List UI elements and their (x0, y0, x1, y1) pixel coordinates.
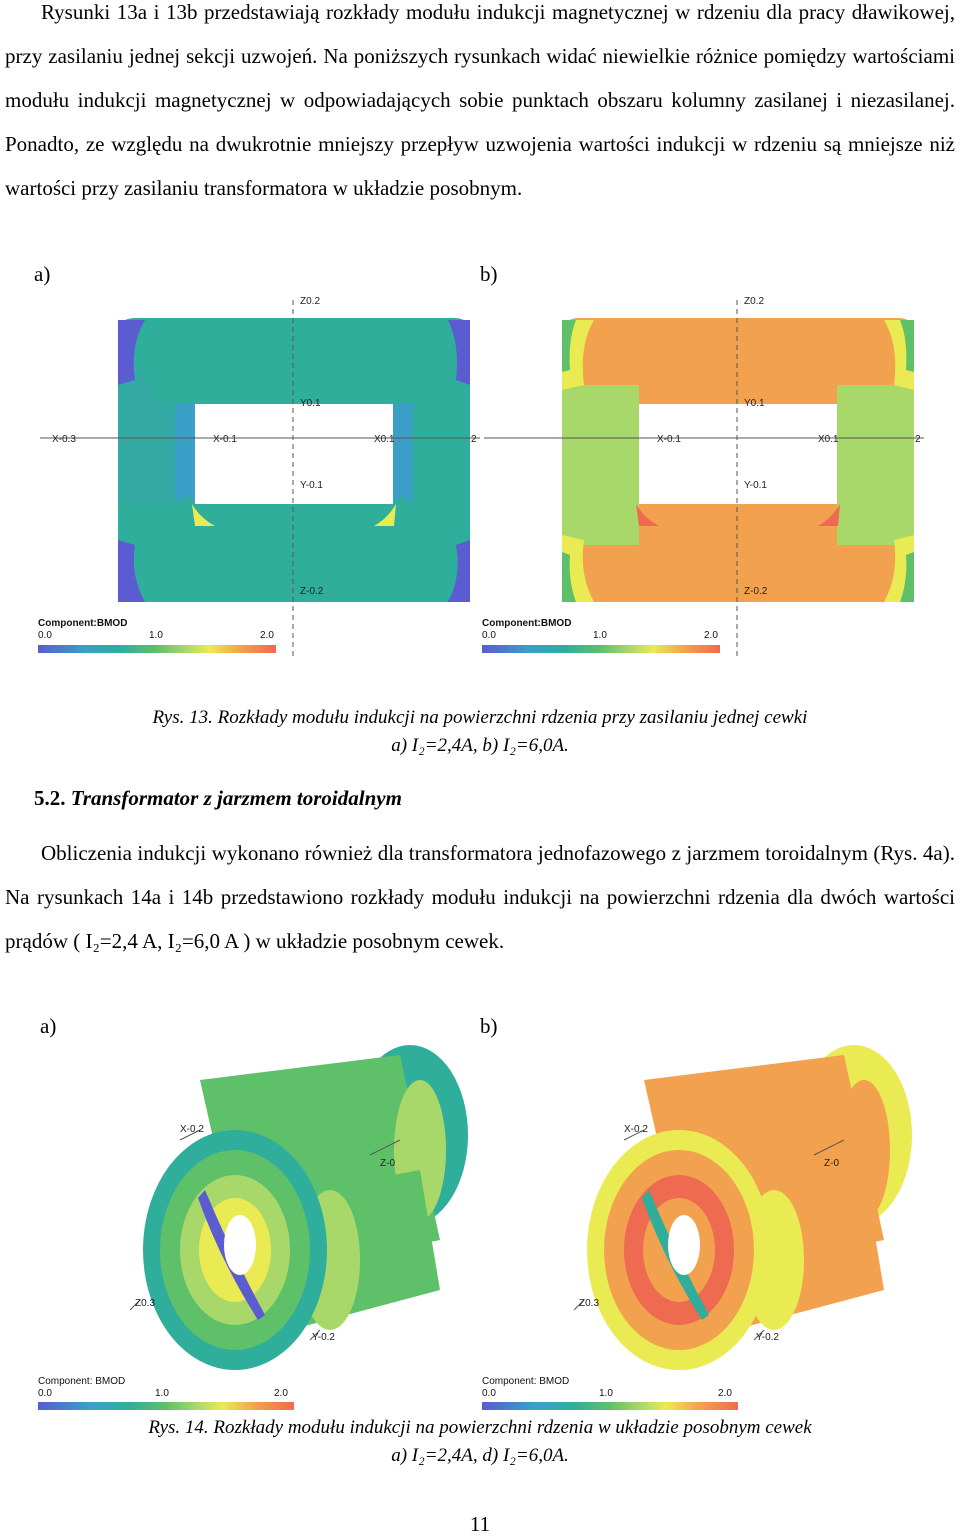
fig14b-colorbar-tick-2: 2.0 (718, 1388, 732, 1399)
page-number: 11 (469, 1512, 491, 1536)
fig13a-axis-z-top: Z0.2 (300, 296, 320, 307)
section-title: Transformator z jarzmem toroidalnym (70, 786, 402, 810)
fig14b-axis-z-right: Z-0 (824, 1158, 839, 1169)
fig13b-plot: Z0.2 Y0.1 X-0.1 X0.1 2 Y-0.1 Z-0.2 Compo… (482, 296, 924, 660)
fig13a-axis-x-left: X-0.3 (52, 434, 76, 445)
fig13b-core (562, 318, 914, 602)
fig14b-colorbar-tick-0: 0.0 (482, 1388, 496, 1399)
section-number: 5.2. (34, 786, 66, 810)
intro-paragraph: Rysunki 13a i 13b przedstawiają rozkłady… (5, 0, 955, 210)
fig13a-plot: Z0.2 Y0.1 X-0.3 X-0.1 X0.1 2 Y-0.1 Z-0.2… (38, 296, 480, 660)
fig14b-plot: X-0.2 Z-0 Z0.3 Y-0.2 Component: BMOD 0.0… (482, 1045, 912, 1410)
fig14a-colorbar: Component: BMOD 0.0 1.0 2.0 (38, 1376, 294, 1410)
fig13a-colorbar: Component:BMOD 0.0 1.0 2.0 (38, 618, 276, 653)
fig13a-colorbar-tick-0: 0.0 (38, 630, 52, 641)
fig13b-axis-x-edge: 2 (915, 434, 921, 445)
fig14a-axes (129, 1129, 401, 1341)
fig13a-axis-y-top: Y0.1 (300, 398, 321, 409)
fig14a-core (143, 1045, 468, 1370)
fig13a-axes (40, 300, 480, 660)
fig14b-core (587, 1045, 912, 1370)
fig13b-axis-x-mid: X-0.1 (657, 434, 681, 445)
fig13b-axis-x-right: X0.1 (818, 434, 839, 445)
fig13a-axis-y-bottom: Y-0.1 (300, 480, 323, 491)
fig14b-label: b) (480, 1014, 498, 1038)
fig13a-axis-x-right: X0.1 (374, 434, 395, 445)
fig14-caption-sub: a) I₂=2,4A, d) I₂=6,0A. (391, 1445, 569, 1466)
fig13a-axis-z-bottom: Z-0.2 (300, 586, 324, 597)
fig14b-axis-z-left: Z0.3 (579, 1298, 599, 1309)
fig13a-colorbar-tick-1: 1.0 (149, 630, 163, 641)
fig13a-colorbar-tick-2: 2.0 (260, 630, 274, 641)
section-paragraph: Obliczenia indukcji wykonano również dla… (5, 831, 955, 963)
fig14b-axis-y: Y-0.2 (756, 1332, 779, 1343)
fig14a-axis-x: X-0.2 (180, 1124, 204, 1135)
fig13b-colorbar-tick-0: 0.0 (482, 630, 496, 641)
fig14a-colorbar-tick-0: 0.0 (38, 1388, 52, 1399)
fig13a-axis-x-mid: X-0.1 (213, 434, 237, 445)
section-heading: 5.2. Transformator z jarzmem toroidalnym (34, 786, 402, 811)
fig14b-colorbar-title: Component: BMOD (482, 1376, 569, 1387)
fig13a-core (118, 318, 470, 602)
fig13b-colorbar-tick-2: 2.0 (704, 630, 718, 641)
fig13b-axis-z-bottom: Z-0.2 (744, 586, 768, 597)
fig13-caption-main: Rys. 13. Rozkłady modułu indukcji na pow… (152, 707, 808, 728)
fig14a-axis-y: Y-0.2 (312, 1332, 335, 1343)
fig13b-axes (484, 300, 924, 660)
fig13b-axis-z-top: Z0.2 (744, 296, 764, 307)
fig14a-axis-z-left: Z0.3 (135, 1298, 155, 1309)
fig14-caption: Rys. 14. Rozkłady modułu indukcji na pow… (0, 1414, 960, 1470)
fig13a-label: a) (34, 262, 51, 286)
fig14a-label: a) (40, 1014, 57, 1038)
fig13b-label: b) (480, 262, 498, 286)
fig14b-axis-x: X-0.2 (624, 1124, 648, 1135)
fig13b-axis-y-top: Y0.1 (744, 398, 765, 409)
fig13b-colorbar-title: Component:BMOD (482, 618, 571, 629)
fig14a-axis-z-right: Z-0 (380, 1158, 395, 1169)
fig14b-axes (573, 1129, 845, 1341)
fig14a-colorbar-tick-2: 2.0 (274, 1388, 288, 1399)
fig14b-colorbar-tick-1: 1.0 (599, 1388, 613, 1399)
fig13b-colorbar: Component:BMOD 0.0 1.0 2.0 (482, 618, 720, 653)
fig13-caption: Rys. 13. Rozkłady modułu indukcji na pow… (0, 704, 960, 760)
fig13a-colorbar-title: Component:BMOD (38, 618, 127, 629)
fig13b-axis-y-bottom: Y-0.1 (744, 480, 767, 491)
fig13a-axis-x-edge: 2 (471, 434, 477, 445)
intro-paragraph-text: Rysunki 13a i 13b przedstawiają rozkłady… (5, 0, 955, 200)
section-paragraph-text: Obliczenia indukcji wykonano również dla… (5, 841, 955, 953)
fig14-caption-main: Rys. 14. Rozkłady modułu indukcji na pow… (148, 1417, 812, 1438)
fig14a-colorbar-title: Component: BMOD (38, 1376, 125, 1387)
fig14a-colorbar-tick-1: 1.0 (155, 1388, 169, 1399)
fig14a-plot: X-0.2 Z-0 Z0.3 Y-0.2 Component: BMOD 0.0… (38, 1045, 468, 1410)
fig13-caption-sub: a) I₂=2,4A, b) I₂=6,0A. (391, 735, 569, 756)
fig13b-colorbar-tick-1: 1.0 (593, 630, 607, 641)
fig14b-colorbar: Component: BMOD 0.0 1.0 2.0 (482, 1376, 738, 1410)
